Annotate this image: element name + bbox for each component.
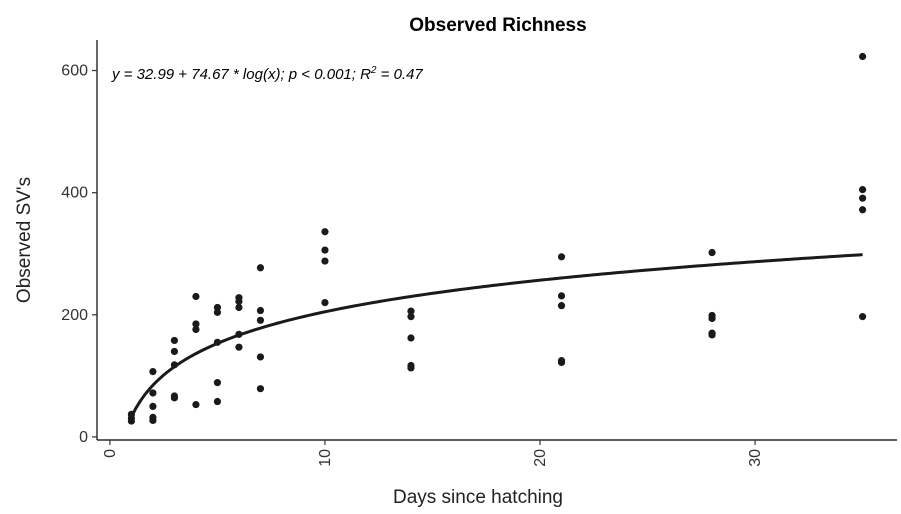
data-point	[235, 297, 243, 305]
data-point	[858, 313, 867, 321]
annotation-main: y = 32.99 + 74.67 * log(x); p < 0.001; R	[111, 66, 371, 83]
x-axis-title: Days since hatching	[393, 487, 563, 508]
data-point	[407, 364, 415, 372]
annotation-superscript: 2	[370, 65, 377, 76]
y-tick-label: 200	[61, 307, 88, 324]
data-point	[170, 347, 179, 356]
data-point	[256, 306, 265, 315]
data-point	[149, 389, 157, 397]
data-point	[858, 52, 867, 61]
data-point	[149, 402, 157, 411]
data-point	[213, 308, 222, 316]
x-tick-label: 30	[747, 449, 764, 467]
data-point	[213, 338, 222, 346]
data-point	[235, 330, 243, 338]
data-point	[407, 313, 415, 321]
data-point	[858, 186, 867, 194]
data-point	[256, 385, 265, 393]
data-point	[213, 378, 222, 387]
data-point	[149, 368, 157, 376]
data-points	[127, 52, 867, 425]
data-point	[192, 325, 200, 334]
data-point	[321, 228, 329, 236]
x-tick-label: 20	[532, 449, 549, 467]
data-point	[235, 343, 243, 351]
data-point	[192, 320, 200, 328]
data-point	[127, 417, 136, 425]
data-point	[256, 316, 265, 324]
y-tick-label: 0	[79, 429, 88, 446]
data-point	[407, 307, 415, 315]
data-point	[170, 361, 179, 369]
data-point	[321, 298, 329, 307]
data-point	[149, 416, 157, 425]
fitted-log-curve	[130, 253, 863, 418]
data-point	[557, 302, 566, 310]
data-point	[170, 336, 179, 345]
x-tick-label: 10	[317, 449, 334, 467]
data-point	[192, 292, 200, 301]
data-point	[192, 400, 200, 409]
data-point	[858, 194, 867, 202]
data-point	[213, 397, 222, 406]
data-point	[708, 248, 716, 257]
data-point	[321, 246, 329, 254]
data-point	[708, 314, 716, 323]
data-point	[235, 303, 243, 312]
data-point	[321, 257, 329, 265]
data-point	[708, 331, 716, 339]
data-point	[557, 292, 566, 300]
y-tick-label: 400	[61, 185, 88, 202]
chart-title: Observed Richness	[409, 15, 586, 36]
data-point	[557, 358, 566, 367]
x-axis-ticks: 0 10 20 30	[102, 440, 764, 467]
y-axis-title: Observed SV's	[14, 177, 35, 303]
data-point	[256, 353, 265, 361]
data-point	[407, 334, 415, 342]
annotation-tail: = 0.47	[376, 66, 423, 83]
data-point	[557, 253, 566, 261]
x-tick-label: 0	[102, 449, 119, 458]
regression-annotation: y = 32.99 + 74.67 * log(x); p < 0.001; R…	[111, 65, 423, 83]
data-point	[858, 206, 867, 214]
y-tick-label: 600	[61, 63, 88, 80]
data-point	[170, 394, 179, 402]
y-axis-ticks: 0 200 400 600	[61, 63, 97, 446]
data-point	[256, 264, 265, 272]
